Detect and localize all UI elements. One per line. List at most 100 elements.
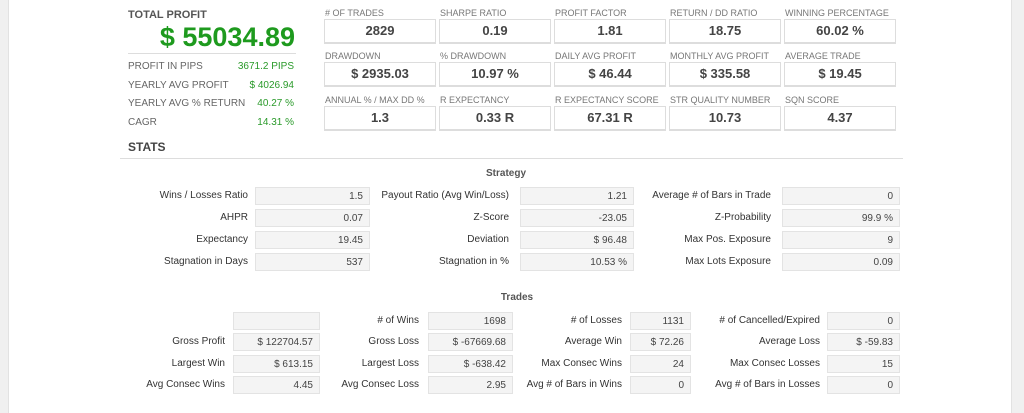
stat-value: 10.53 %: [520, 253, 634, 271]
trade-value: 24: [630, 355, 691, 373]
trade-label: # of Cancelled/Expired: [719, 315, 820, 326]
metric-label: RETURN / DD RATIO: [670, 8, 758, 18]
stats-heading: STATS: [128, 140, 166, 154]
stat-label: Max Pos. Exposure: [684, 234, 771, 245]
metric-label: AVERAGE TRADE: [785, 51, 861, 61]
metric-label: # OF TRADES: [325, 8, 384, 18]
trade-value: $ -59.83: [827, 333, 900, 351]
trade-label: # of Wins: [377, 315, 419, 326]
trade-label: Gross Profit: [172, 336, 225, 347]
stat-value: $ 96.48: [520, 231, 634, 249]
trade-value: 1131: [630, 312, 691, 330]
metric-label: DRAWDOWN: [325, 51, 381, 61]
trade-value: 0: [630, 376, 691, 394]
trade-label: Max Consec Losses: [729, 358, 820, 369]
metric-label: R EXPECTANCY SCORE: [555, 95, 659, 105]
metric-value: 1.81: [554, 19, 666, 44]
metric-label: WINNING PERCENTAGE: [785, 8, 889, 18]
metric-label: MONTHLY AVG PROFIT: [670, 51, 770, 61]
trade-value: 2.95: [428, 376, 513, 394]
stat-label: Stagnation in %: [438, 256, 509, 267]
metric-value: 10.97 %: [439, 62, 551, 87]
summary-label: PROFIT IN PIPS: [128, 61, 203, 72]
trade-value: $ -638.42: [428, 355, 513, 373]
metric-label: SQN SCORE: [785, 95, 840, 105]
trade-value: 0: [827, 376, 900, 394]
trade-label: Max Consec Wins: [541, 358, 622, 369]
stat-value: 9: [782, 231, 900, 249]
stat-value: 0.09: [782, 253, 900, 271]
trade-label: Average Win: [564, 336, 622, 347]
total-profit-label: TOTAL PROFIT: [128, 9, 207, 21]
metric-value: 1.3: [324, 106, 436, 131]
metric-value: 18.75: [669, 19, 781, 44]
trade-label: Avg Consec Wins: [146, 379, 225, 390]
summary-value: 3671.2 PIPS: [237, 61, 294, 72]
summary-label: YEARLY AVG % RETURN: [128, 98, 246, 109]
stat-label: Payout Ratio (Avg Win/Loss): [381, 190, 509, 201]
stat-value: 1.21: [520, 187, 634, 205]
trade-label: Largest Loss: [361, 358, 419, 369]
stat-label: Deviation: [467, 234, 509, 245]
trade-value: $ -67669.68: [428, 333, 513, 351]
trade-value: [233, 312, 320, 330]
trade-value: 0: [827, 312, 900, 330]
trade-label: # of Losses: [570, 315, 622, 326]
stat-label: Expectancy: [196, 234, 248, 245]
stat-value: 0.07: [255, 209, 370, 227]
divider: [120, 158, 903, 159]
trade-label: Avg # of Bars in Wins: [526, 379, 622, 390]
divider: [128, 53, 296, 54]
trade-value: 1698: [428, 312, 513, 330]
metric-label: PROFIT FACTOR: [555, 8, 627, 18]
trade-value: $ 613.15: [233, 355, 320, 373]
trade-value: 15: [827, 355, 900, 373]
metric-value: $ 46.44: [554, 62, 666, 87]
stat-label: Z-Score: [473, 212, 509, 223]
trade-value: $ 122704.57: [233, 333, 320, 351]
stat-value: 1.5: [255, 187, 370, 205]
metric-value: $ 2935.03: [324, 62, 436, 87]
trade-label: [25, 312, 225, 330]
left-edge: [0, 0, 9, 413]
summary-value: 14.31 %: [257, 117, 294, 128]
metric-label: DAILY AVG PROFIT: [555, 51, 637, 61]
metric-label: % DRAWDOWN: [440, 51, 507, 61]
stat-label: Stagnation in Days: [164, 256, 248, 267]
stat-label: Max Lots Exposure: [685, 256, 771, 267]
metric-value: $ 335.58: [669, 62, 781, 87]
metric-value: 4.37: [784, 106, 896, 131]
trade-label: Largest Win: [171, 358, 225, 369]
stat-value: -23.05: [520, 209, 634, 227]
total-profit-value: $ 55034.89: [159, 22, 295, 52]
summary-label: CAGR: [128, 117, 157, 128]
trades-heading: Trades: [500, 292, 534, 303]
summary-label: YEARLY AVG PROFIT: [128, 80, 229, 91]
trade-label: Avg Consec Loss: [341, 379, 419, 390]
metric-value: 60.02 %: [784, 19, 896, 44]
metric-label: R EXPECTANCY: [440, 95, 510, 105]
trade-label: Average Loss: [759, 336, 820, 347]
stat-value: 0: [782, 187, 900, 205]
summary-value: $ 4026.94: [249, 80, 295, 91]
right-edge: [1011, 0, 1024, 413]
stat-label: Average # of Bars in Trade: [652, 190, 771, 201]
metric-value: 0.33 R: [439, 106, 551, 131]
stat-label: Wins / Losses Ratio: [159, 190, 248, 201]
trade-value: $ 72.26: [630, 333, 691, 351]
stat-value: 19.45: [255, 231, 370, 249]
stat-value: 537: [255, 253, 370, 271]
stat-label: AHPR: [220, 212, 248, 223]
metric-label: SHARPE RATIO: [440, 8, 507, 18]
metric-label: STR QUALITY NUMBER: [670, 95, 771, 105]
stat-value: 99.9 %: [782, 209, 900, 227]
metric-label: ANNUAL % / MAX DD %: [325, 95, 425, 105]
strategy-heading: Strategy: [485, 168, 526, 179]
summary-value: 40.27 %: [257, 98, 294, 109]
metric-value: 67.31 R: [554, 106, 666, 131]
metric-value: 0.19: [439, 19, 551, 44]
stat-label: Z-Probability: [714, 212, 771, 223]
metric-value: $ 19.45: [784, 62, 896, 87]
trade-value: 4.45: [233, 376, 320, 394]
